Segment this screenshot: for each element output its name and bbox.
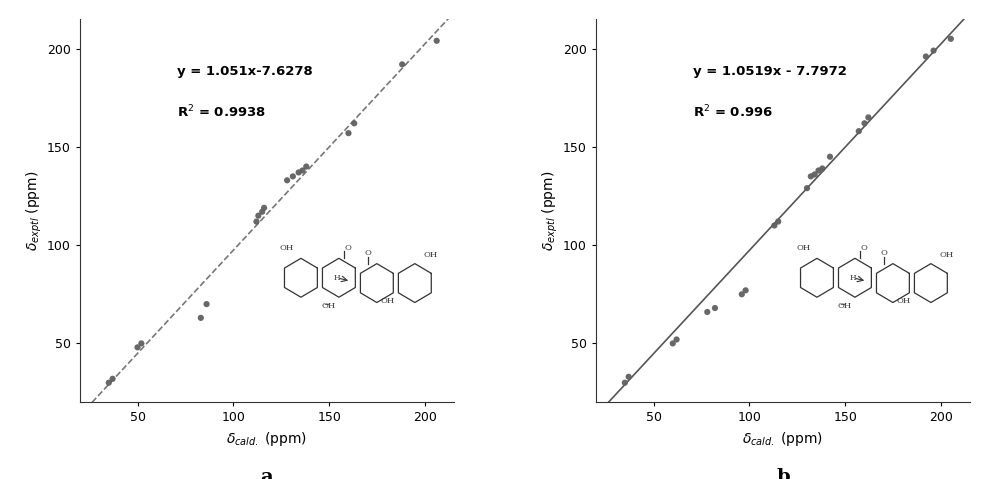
Point bbox=[807, 171, 823, 178]
Point bbox=[294, 167, 310, 174]
Point bbox=[248, 218, 264, 226]
Text: OH: OH bbox=[321, 302, 336, 310]
Point bbox=[340, 129, 356, 137]
Y-axis label: $\delta_{exptl}$ (ppm): $\delta_{exptl}$ (ppm) bbox=[541, 171, 560, 251]
Point bbox=[811, 167, 827, 174]
Point bbox=[857, 119, 873, 127]
Point bbox=[814, 165, 830, 172]
Point bbox=[285, 172, 301, 180]
Text: O: O bbox=[860, 244, 867, 251]
Point bbox=[621, 373, 637, 381]
Text: OH: OH bbox=[796, 244, 810, 251]
Y-axis label: $\delta_{exptl}$ (ppm): $\delta_{exptl}$ (ppm) bbox=[25, 171, 44, 251]
Point bbox=[256, 204, 272, 212]
Point bbox=[738, 286, 754, 294]
Text: OH: OH bbox=[896, 297, 910, 305]
Text: H: H bbox=[850, 274, 857, 282]
Text: OH: OH bbox=[939, 251, 954, 259]
Text: O: O bbox=[365, 249, 372, 257]
Point bbox=[429, 37, 445, 45]
Point bbox=[918, 53, 934, 60]
Point bbox=[669, 336, 685, 343]
Point bbox=[250, 212, 266, 219]
X-axis label: $\delta_{cald.}$ (ppm): $\delta_{cald.}$ (ppm) bbox=[742, 430, 824, 448]
Point bbox=[291, 169, 307, 176]
Point bbox=[926, 47, 942, 55]
Text: b: b bbox=[776, 468, 790, 479]
Point bbox=[665, 340, 681, 347]
Point bbox=[298, 163, 314, 171]
Point bbox=[130, 343, 146, 351]
Point bbox=[799, 184, 815, 192]
Text: H: H bbox=[334, 274, 340, 282]
Text: OH: OH bbox=[280, 244, 294, 251]
Point bbox=[617, 379, 633, 387]
Point bbox=[279, 176, 295, 184]
Text: R$^2$ = 0.9938: R$^2$ = 0.9938 bbox=[177, 103, 266, 120]
Text: O: O bbox=[881, 249, 888, 257]
Point bbox=[822, 153, 838, 160]
Text: R$^2$ = 0.996: R$^2$ = 0.996 bbox=[693, 103, 773, 120]
Point bbox=[803, 172, 819, 180]
Point bbox=[770, 218, 786, 226]
Point bbox=[766, 222, 782, 229]
Point bbox=[193, 314, 209, 322]
Point bbox=[860, 114, 876, 121]
X-axis label: $\delta_{cald.}$ (ppm): $\delta_{cald.}$ (ppm) bbox=[226, 430, 308, 448]
Text: a: a bbox=[261, 468, 273, 479]
Point bbox=[133, 340, 149, 347]
Point bbox=[707, 304, 723, 312]
Text: OH: OH bbox=[380, 297, 394, 305]
Text: O: O bbox=[344, 244, 351, 251]
Point bbox=[394, 60, 410, 68]
Point bbox=[699, 308, 715, 316]
Point bbox=[105, 375, 121, 383]
Text: y = 1.0519x - 7.7972: y = 1.0519x - 7.7972 bbox=[693, 65, 847, 78]
Text: y = 1.051x-7.6278: y = 1.051x-7.6278 bbox=[177, 65, 313, 78]
Point bbox=[254, 208, 270, 216]
Point bbox=[346, 119, 362, 127]
Text: OH: OH bbox=[837, 302, 852, 310]
Point bbox=[851, 127, 867, 135]
Point bbox=[199, 300, 215, 308]
Point bbox=[943, 35, 959, 43]
Point bbox=[734, 290, 750, 298]
Point bbox=[101, 379, 117, 387]
Text: OH: OH bbox=[423, 251, 437, 259]
